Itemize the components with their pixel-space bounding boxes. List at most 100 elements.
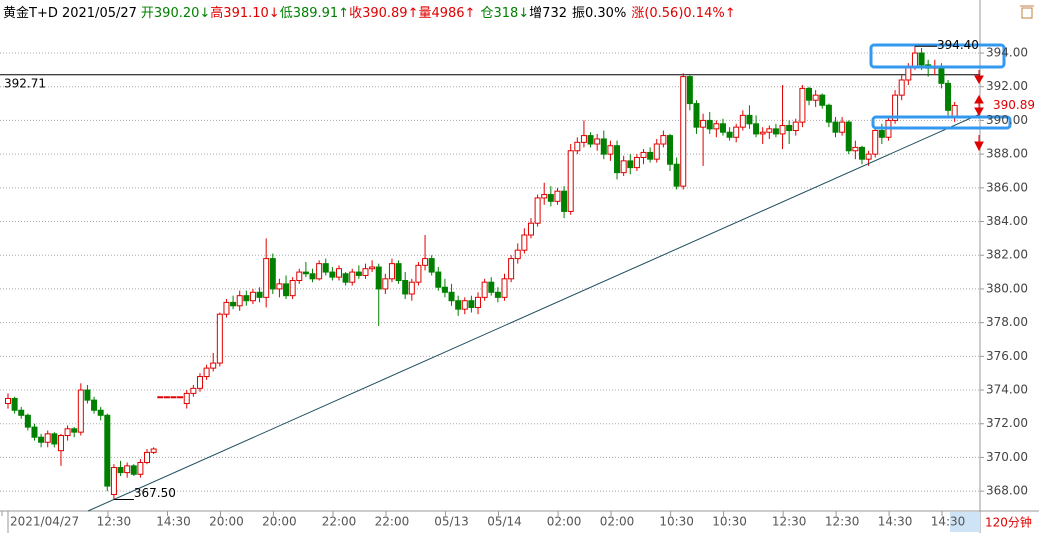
candle-body xyxy=(647,151,654,160)
candle-body xyxy=(614,145,621,174)
candle-body xyxy=(779,124,786,135)
x-tick-label: 12:30 xyxy=(825,515,860,529)
x-tick-label: 12:30 xyxy=(97,515,132,529)
candle-body xyxy=(210,362,217,369)
candle-body xyxy=(845,121,852,152)
candle-body xyxy=(825,104,832,123)
candle-body xyxy=(660,135,667,145)
candle-body xyxy=(256,291,263,298)
candle-body xyxy=(667,135,673,165)
candle-body xyxy=(415,264,422,283)
x-tick-label: 14:30 xyxy=(878,515,913,529)
candle-body xyxy=(283,283,290,297)
candle-body xyxy=(872,130,879,155)
x-tick-label: 05/14 xyxy=(487,515,522,529)
y-tick-label: 384.00 xyxy=(986,214,1028,228)
candle-body xyxy=(137,461,144,475)
x-tick-label: 10:30 xyxy=(659,515,694,529)
candle-body xyxy=(11,397,18,411)
candle-body xyxy=(580,135,587,143)
candle-body xyxy=(110,467,117,495)
candle-body xyxy=(177,396,184,399)
candle-body xyxy=(329,271,336,278)
x-tick-label: 14:30 xyxy=(931,515,966,529)
candle-body xyxy=(680,76,687,187)
candle-body xyxy=(144,451,151,463)
candle-body xyxy=(700,119,707,128)
candle-body xyxy=(514,249,521,260)
x-tick-label: 14:30 xyxy=(156,515,191,529)
y-tick-label: 380.00 xyxy=(986,281,1028,295)
header-item: 收390.89↑ xyxy=(349,6,418,21)
candle-body xyxy=(858,146,865,160)
candle-body xyxy=(719,123,726,133)
candle-body xyxy=(263,258,270,298)
candle-body xyxy=(402,280,409,295)
candle-body xyxy=(382,278,389,290)
candle-body xyxy=(786,124,793,132)
x-tick-label: 2021/04/27 xyxy=(10,515,79,529)
candle-body xyxy=(918,52,925,66)
candle-body xyxy=(574,141,581,152)
header-item: 仓318↓ xyxy=(480,6,529,21)
y-tick-label: 372.00 xyxy=(986,416,1028,430)
candle-body xyxy=(336,268,342,278)
candle-body xyxy=(289,280,296,297)
y-tick-label: 382.00 xyxy=(986,248,1028,262)
y-tick-label: 386.00 xyxy=(986,180,1028,194)
candle-body xyxy=(567,150,574,212)
candle-body xyxy=(163,396,170,399)
candle-body xyxy=(104,414,111,487)
y-tick-label: 392.00 xyxy=(986,79,1028,93)
y-tick-label: 394.00 xyxy=(986,46,1028,60)
candle-body xyxy=(309,273,316,280)
candle-body xyxy=(130,465,137,475)
candle-body xyxy=(31,426,38,438)
candle-body xyxy=(819,94,826,106)
high-label: 394.40 xyxy=(937,38,979,52)
candle-body xyxy=(243,295,250,302)
candle-body xyxy=(223,301,230,315)
candle-body xyxy=(627,160,634,169)
candle-body xyxy=(249,291,256,302)
y-tick-label: 376.00 xyxy=(986,349,1028,363)
candle-body xyxy=(898,79,905,96)
candle-body xyxy=(594,138,601,145)
candle-body xyxy=(448,291,455,302)
candle-body xyxy=(5,397,11,405)
candle-body xyxy=(746,114,753,125)
candle-body xyxy=(18,409,25,416)
candle-body xyxy=(905,66,912,81)
candle-body xyxy=(706,119,713,130)
candle-body xyxy=(839,121,846,133)
candle-body xyxy=(878,130,885,138)
x-tick-label: 12:30 xyxy=(772,515,807,529)
candle-body xyxy=(772,128,779,135)
corner-icon xyxy=(1021,7,1033,19)
candle-body xyxy=(911,52,918,68)
header-item: 黄金T+D 2021/05/27 xyxy=(3,5,137,21)
y-tick-label: 390.00 xyxy=(986,113,1028,127)
candle-body xyxy=(64,428,71,437)
candle-body xyxy=(422,258,429,266)
candle-body xyxy=(51,433,58,445)
candle-body xyxy=(501,278,508,298)
candle-body xyxy=(349,271,356,283)
candle-body xyxy=(302,271,309,275)
x-tick-label: 22:00 xyxy=(375,515,410,529)
candle-body xyxy=(766,128,773,133)
candle-body xyxy=(541,194,548,199)
candle-body xyxy=(355,271,362,276)
candle-body xyxy=(951,104,958,118)
candle-body xyxy=(640,151,647,158)
candle-body xyxy=(865,153,872,160)
candle-body xyxy=(494,291,501,298)
candle-body xyxy=(342,273,349,283)
candle-body xyxy=(24,414,31,428)
candle-body xyxy=(653,143,660,160)
candle-body xyxy=(203,367,210,378)
candle-body xyxy=(44,433,51,443)
period-label: 120分钟 xyxy=(985,515,1032,530)
